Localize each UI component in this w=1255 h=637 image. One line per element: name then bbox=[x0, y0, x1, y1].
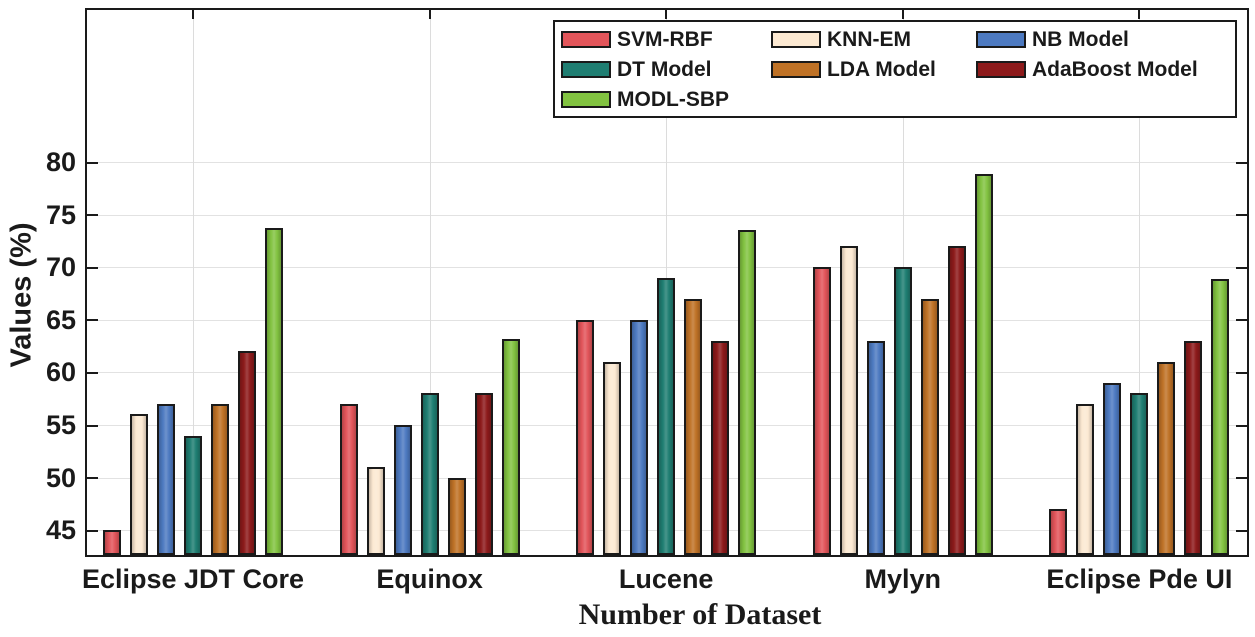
bar-svm-rbf bbox=[339, 403, 358, 555]
legend-item: DT Model bbox=[561, 59, 771, 80]
bar-dt-model bbox=[420, 393, 439, 555]
y-tick-mark bbox=[87, 424, 98, 427]
legend-label: LDA Model bbox=[827, 57, 936, 81]
bar-svm-rbf bbox=[812, 267, 831, 555]
bar-svm-rbf bbox=[1049, 509, 1068, 555]
x-tick-label: Lucene bbox=[618, 564, 714, 594]
bar-lda-model bbox=[211, 403, 229, 555]
y-tick-label: 80 bbox=[45, 147, 76, 177]
y-tick-label: 65 bbox=[45, 304, 76, 335]
legend-swatch-modl-sbp bbox=[561, 90, 611, 108]
bar-adaboost-model bbox=[474, 393, 493, 555]
bar-knn-em bbox=[603, 361, 622, 555]
bar-lda-model bbox=[684, 298, 703, 555]
bar-knn-em bbox=[839, 246, 858, 555]
y-tick-mark bbox=[1236, 371, 1247, 374]
legend-swatch-dt-model bbox=[561, 60, 611, 78]
legend-label: DT Model bbox=[617, 57, 712, 81]
legend-swatch-svm-rbf bbox=[561, 30, 611, 48]
bar-adaboost-model bbox=[1184, 340, 1203, 555]
legend-swatch-knn-em bbox=[771, 30, 821, 48]
bar-lda-model bbox=[1157, 361, 1176, 555]
y-tick-mark bbox=[87, 529, 98, 532]
gridline-vertical bbox=[429, 10, 431, 555]
bar-dt-model bbox=[1130, 393, 1149, 555]
bar-adaboost-model bbox=[711, 340, 730, 555]
x-tick-mark bbox=[665, 10, 668, 19]
x-tick-label: Eclipse Pde UI bbox=[1046, 564, 1233, 594]
y-tick-mark bbox=[87, 214, 98, 217]
bar-svm-rbf bbox=[576, 319, 595, 555]
legend-item: AdaBoost Model bbox=[976, 59, 1235, 80]
x-tick-mark bbox=[901, 10, 904, 19]
x-tick-label: Equinox bbox=[376, 564, 483, 594]
bar-nb-model bbox=[157, 403, 175, 555]
legend-item: KNN-EM bbox=[771, 29, 976, 50]
x-axis-label: Number of Dataset bbox=[578, 598, 822, 631]
y-tick-mark bbox=[1236, 477, 1247, 480]
legend: SVM-RBF KNN-EM NB Model DT Model LDA Model Ad… bbox=[553, 20, 1237, 118]
gridline-vertical bbox=[193, 10, 194, 555]
bar-knn-em bbox=[1076, 403, 1095, 555]
bar-modl-sbp bbox=[974, 173, 993, 555]
x-tick-mark bbox=[192, 10, 194, 19]
y-tick-label: 55 bbox=[45, 410, 76, 440]
bar-modl-sbp bbox=[501, 338, 520, 555]
bar-dt-model bbox=[657, 277, 676, 555]
legend-swatch-lda-model bbox=[771, 60, 821, 78]
y-tick-mark bbox=[1236, 424, 1247, 427]
y-tick-mark bbox=[87, 319, 98, 322]
bar-modl-sbp bbox=[738, 230, 757, 555]
x-tick-mark bbox=[428, 10, 431, 19]
y-tick-label: 45 bbox=[45, 515, 76, 546]
bar-lda-model bbox=[447, 477, 466, 555]
x-tick-label: Mylyn bbox=[864, 564, 942, 594]
y-tick-mark bbox=[1236, 161, 1247, 164]
bar-lda-model bbox=[920, 298, 939, 555]
bar-adaboost-model bbox=[947, 246, 966, 555]
y-tick-label: 70 bbox=[45, 252, 76, 283]
legend-item: SVM-RBF bbox=[561, 29, 771, 50]
bar-knn-em bbox=[366, 467, 385, 555]
legend-item: NB Model bbox=[976, 29, 1235, 50]
legend-label: MODL-SBP bbox=[617, 87, 729, 111]
y-tick-mark bbox=[87, 161, 98, 164]
y-tick-mark bbox=[87, 371, 98, 374]
bar-modl-sbp bbox=[265, 228, 283, 555]
legend-swatch-adaboost-model bbox=[976, 60, 1026, 78]
bar-knn-em bbox=[130, 414, 148, 555]
bar-adaboost-model bbox=[238, 351, 256, 555]
bar-nb-model bbox=[1103, 382, 1122, 555]
y-axis-label: Values (%) bbox=[5, 222, 38, 368]
y-tick-mark bbox=[87, 266, 98, 269]
legend-label: SVM-RBF bbox=[617, 27, 713, 51]
y-tick-mark bbox=[1236, 529, 1247, 532]
x-tick-mark bbox=[1138, 10, 1141, 19]
y-tick-mark bbox=[87, 477, 98, 480]
legend-label: KNN-EM bbox=[827, 27, 911, 51]
gridline-vertical bbox=[1139, 10, 1141, 555]
y-tick-mark bbox=[1236, 266, 1247, 269]
x-tick-label: Eclipse JDT Core bbox=[81, 564, 305, 594]
y-tick-label: 60 bbox=[45, 357, 76, 388]
bar-nb-model bbox=[393, 425, 412, 555]
bar-nb-model bbox=[630, 319, 649, 555]
bar-dt-model bbox=[184, 435, 202, 555]
bar-nb-model bbox=[866, 340, 885, 555]
legend-item: LDA Model bbox=[771, 59, 976, 80]
legend-swatch-nb-model bbox=[976, 30, 1026, 48]
legend-label: AdaBoost Model bbox=[1032, 57, 1198, 81]
bar-dt-model bbox=[893, 267, 912, 555]
y-tick-label: 50 bbox=[45, 462, 76, 493]
y-tick-mark bbox=[1236, 214, 1247, 217]
y-tick-mark bbox=[1236, 319, 1247, 322]
legend-item: MODL-SBP bbox=[561, 89, 771, 110]
legend-label: NB Model bbox=[1032, 27, 1129, 51]
bar-modl-sbp bbox=[1211, 278, 1230, 555]
y-tick-label: 75 bbox=[45, 199, 76, 230]
bar-svm-rbf bbox=[103, 530, 121, 555]
